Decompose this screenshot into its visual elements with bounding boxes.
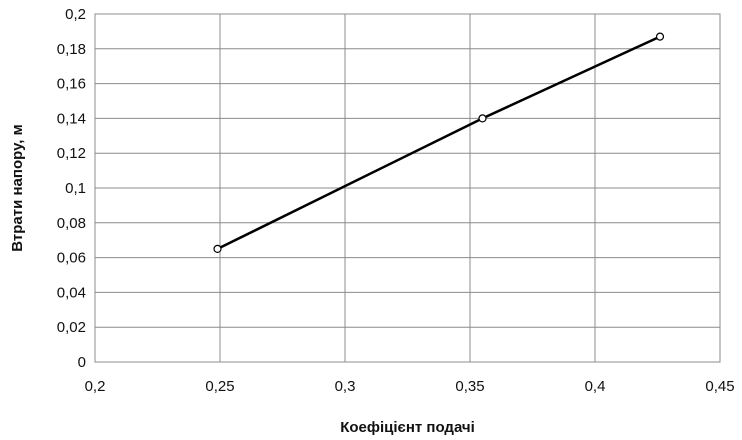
y-axis-title: Втрати напору, м: [9, 124, 26, 251]
data-point: [655, 32, 665, 41]
data-point: [213, 244, 222, 253]
y-tick-label: 0,08: [57, 215, 86, 232]
y-tick-label: 0,16: [57, 76, 86, 93]
y-tick-label: 0,18: [57, 41, 86, 58]
y-tick-label: 0,12: [57, 145, 86, 162]
y-tick-label: 0,06: [57, 250, 86, 267]
x-tick-label: 0,45: [705, 378, 734, 395]
plot-area-frame: [94, 13, 721, 363]
series-group: [213, 32, 665, 253]
x-axis-title: Коефіцієнт подачі: [340, 419, 475, 436]
y-tick-label: 0,1: [65, 180, 86, 197]
y-tick-label: 0: [78, 354, 86, 371]
x-tick-label: 0,25: [205, 378, 234, 395]
x-tick-label: 0,35: [455, 378, 484, 395]
y-axis-ticks: 0 0,02 0,04 0,06 0,08 0,1 0,12 0,14 0,16 0,18 0,2: [57, 6, 86, 371]
series-line: [216, 35, 661, 251]
data-point: [478, 114, 487, 123]
x-tick-label: 0,4: [585, 378, 606, 395]
y-tick-label: 0,14: [57, 110, 86, 127]
x-tick-label: 0,2: [85, 378, 106, 395]
y-tick-label: 0,04: [57, 284, 86, 301]
x-tick-label: 0,3: [335, 378, 356, 395]
y-tick-label: 0,02: [57, 319, 86, 336]
grid-lines: [94, 13, 721, 363]
x-axis-ticks: 0,2 0,25 0,3 0,35 0,4 0,45: [85, 378, 735, 395]
y-tick-label: 0,2: [65, 6, 86, 23]
